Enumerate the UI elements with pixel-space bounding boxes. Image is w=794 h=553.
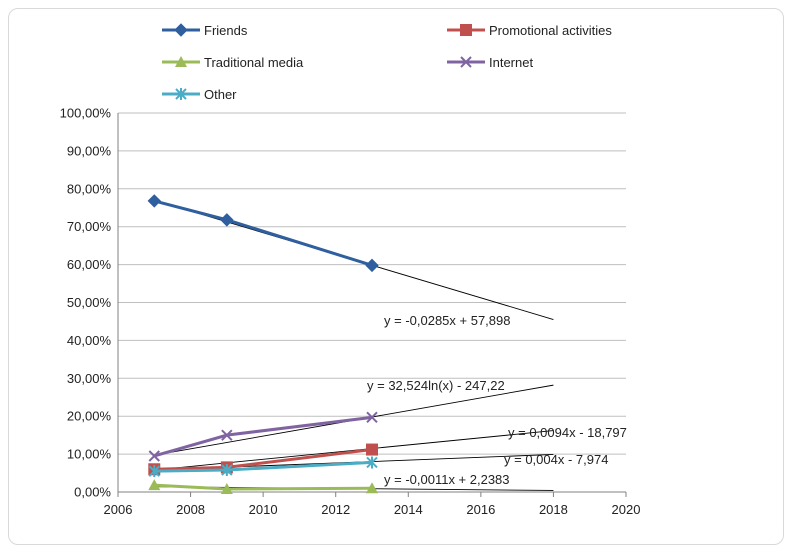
data-point-traditional-media	[148, 479, 161, 491]
y-tick-label: 70,00%	[67, 219, 112, 234]
data-point-friends	[147, 194, 161, 208]
data-point-promotional-activities	[366, 443, 378, 456]
legend-marker-other	[175, 88, 187, 100]
data-point-other	[366, 456, 378, 469]
legend-label-traditional-media: Traditional media	[204, 55, 304, 70]
data-point-other	[221, 464, 233, 477]
data-point-internet	[148, 450, 160, 462]
trendline-equation: y = 32,524ln(x) - 247,22	[367, 378, 505, 393]
data-point-traditional-media	[220, 482, 233, 494]
series-line-traditional-media	[154, 483, 373, 491]
y-tick-label: 50,00%	[67, 295, 112, 310]
trendline-equation: y = -0,0011x + 2,2383	[384, 472, 510, 487]
legend-marker-traditional-media	[175, 56, 187, 67]
y-tick-label: 90,00%	[67, 143, 112, 158]
legend-marker-internet	[460, 56, 472, 68]
data-point-internet	[366, 411, 378, 424]
y-tick-label: 10,00%	[67, 447, 112, 462]
legend-label-internet: Internet	[489, 55, 533, 70]
y-tick-label: 80,00%	[67, 181, 112, 196]
y-tick-label: 60,00%	[67, 257, 112, 272]
legend-marker-friends	[174, 23, 188, 37]
data-point-other	[148, 465, 160, 478]
y-tick-label: 0,00%	[74, 485, 111, 500]
x-tick-label: 2014	[394, 502, 423, 517]
data-point-friends	[220, 213, 234, 227]
data-point-traditional-media	[366, 482, 378, 494]
legend-marker-promotional-activities	[460, 24, 472, 36]
x-tick-label: 2010	[249, 502, 278, 517]
x-tick-label: 2018	[539, 502, 568, 517]
x-tick-label: 2016	[466, 502, 495, 517]
trendline-equation: y = -0,0285x + 57,898	[384, 313, 510, 328]
data-point-friends	[365, 258, 379, 273]
x-tick-label: 2008	[176, 502, 205, 517]
trendline-equation: y = 0,0094x - 18,797	[508, 425, 627, 440]
y-tick-label: 20,00%	[67, 409, 112, 424]
y-tick-label: 30,00%	[67, 371, 112, 386]
trendline-equation: y = 0,004x - 7,974	[504, 452, 608, 467]
legend-label-other: Other	[204, 87, 237, 102]
y-tick-label: 100,00%	[60, 106, 112, 121]
legend-label-friends: Friends	[204, 23, 248, 38]
x-tick-label: 2012	[321, 502, 350, 517]
chart-frame	[8, 8, 784, 545]
x-tick-label: 2020	[612, 502, 641, 517]
x-tick-label: 2006	[104, 502, 133, 517]
data-point-internet	[221, 429, 233, 441]
y-tick-label: 40,00%	[67, 333, 112, 348]
legend-label-promotional-activities: Promotional activities	[489, 23, 612, 38]
